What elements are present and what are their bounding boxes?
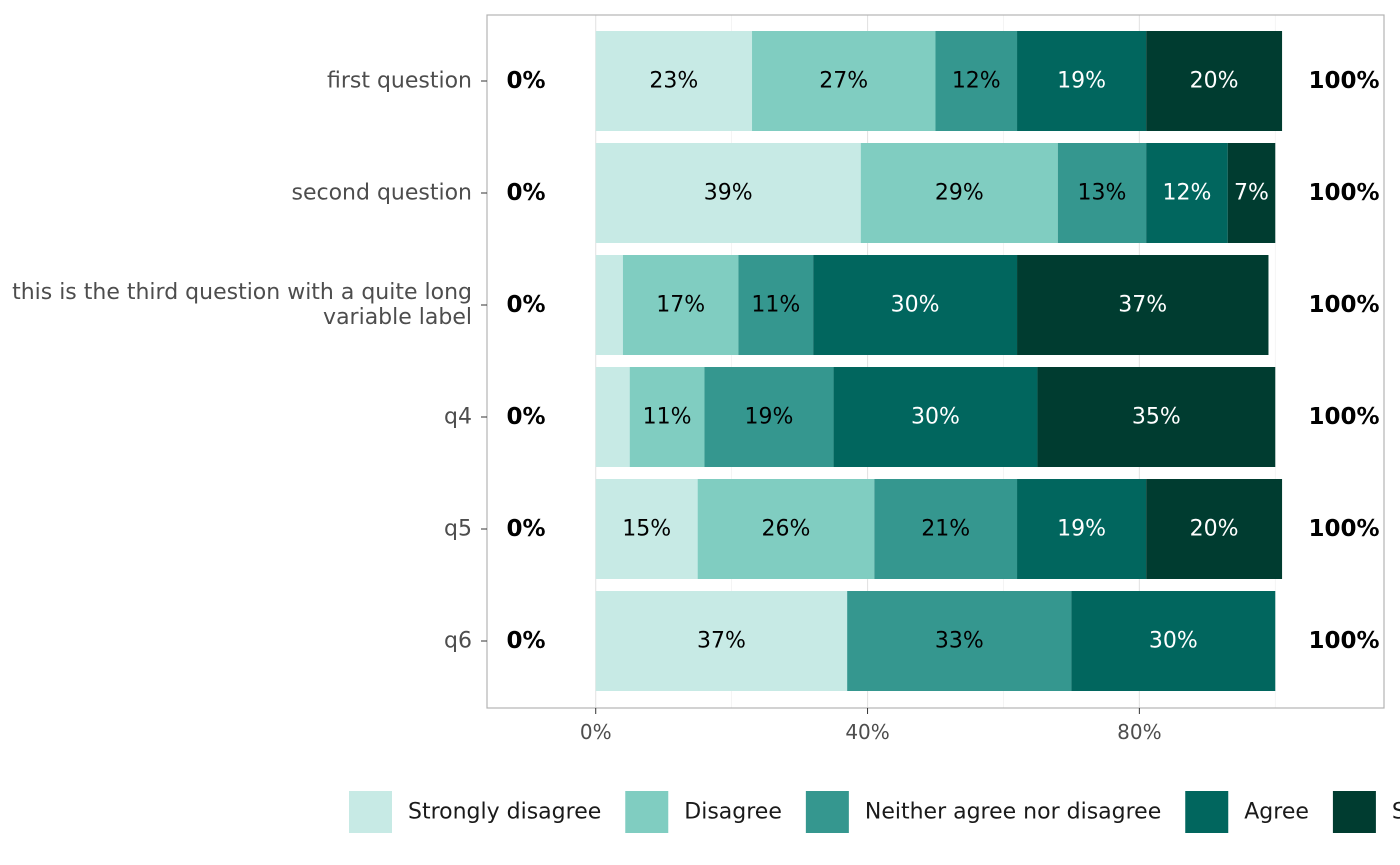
right-total-label: 100% [1308,628,1379,654]
legend: Strongly disagree Disagree Neither agree n… [349,791,1400,833]
legend-label: Strongly disagree [408,800,601,825]
bar-segment [1017,479,1147,579]
y-axis-label: q6 [444,629,472,654]
x-tick-label: 0% [580,720,612,744]
y-axis-label: this is the third question with a quite … [12,280,472,305]
bar-value-label: 26% [762,517,811,542]
bar-value-label: 19% [1057,517,1106,542]
total-labels: 0% 100% 0% 100% 0% 100% 0% 100% 0% 100% 0% 100% [506,68,1379,654]
left-total-label: 0% [506,628,545,654]
bar-segment [595,143,861,243]
bar-labels: 23% 27% 12% 19% 20% 39% 29% 13% 12% 7% 17% 11% 30% 37… [622,69,1269,654]
bar-value-label: 13% [1078,181,1127,206]
y-axis-label: second question [291,181,472,206]
bar-value-label: 17% [656,293,705,318]
bar-segment [847,591,1072,691]
bar-value-label: 12% [1162,181,1211,206]
bar-segment [1071,591,1276,691]
bar-segment [595,367,630,467]
bar-segment [1146,31,1283,131]
bar-value-label: 19% [1057,69,1106,94]
bar-segment [1037,367,1276,467]
right-total-label: 100% [1308,292,1379,318]
bar-segment [1146,479,1283,579]
bar-value-label: 23% [649,69,698,94]
bar-segment [738,255,814,355]
bar-segment [860,143,1058,243]
panel-border [486,14,1385,709]
legend-key [805,791,849,833]
bar-value-label: 35% [1132,405,1181,430]
right-total-label: 100% [1308,516,1379,542]
x-tick-label: 40% [845,720,889,744]
bar-value-label: 19% [745,405,794,430]
bars [595,31,1283,691]
left-total-label: 0% [506,516,545,542]
bar-segment [595,31,753,131]
bar-segment [1227,143,1276,243]
bar-segment [935,31,1018,131]
left-total-label: 0% [506,68,545,94]
bar-segment [697,479,875,579]
y-axis: first question second question this is the… [12,69,487,654]
bar-segment [629,367,705,467]
bar-value-label: 20% [1190,69,1239,94]
bar-value-label: 37% [1118,293,1167,318]
y-axis-label: variable label [323,305,472,330]
bar-value-label: 20% [1190,517,1239,542]
legend-label: Strongly agree [1392,800,1400,825]
bar-segment [1057,143,1147,243]
bar-value-label: 33% [935,629,984,654]
bar-segment [1017,255,1269,355]
bar-segment [874,479,1018,579]
bar-segment [1146,143,1228,243]
bar-segment [752,31,936,131]
bar-value-label: 11% [643,405,692,430]
bar-value-label: 30% [891,293,940,318]
legend-key [349,791,392,833]
bar-segment [595,479,698,579]
left-total-label: 0% [506,404,545,430]
bar-value-label: 12% [952,69,1001,94]
bar-value-label: 30% [911,405,960,430]
right-total-label: 100% [1308,404,1379,430]
legend-key [625,791,669,833]
bar-value-label: 39% [704,181,753,206]
bar-value-label: 30% [1149,629,1198,654]
legend-key [1185,791,1229,833]
bar-segment [1017,31,1147,131]
bar-value-label: 15% [622,517,671,542]
bar-value-label: 7% [1234,181,1269,206]
x-tick-label: 80% [1117,720,1161,744]
bar-segment [813,255,1018,355]
left-total-label: 0% [506,292,545,318]
legend-key [1332,791,1376,833]
legend-label: Neither agree nor disagree [865,800,1161,825]
legend-label: Disagree [684,800,782,825]
bar-value-label: 11% [751,293,800,318]
legend-label: Agree [1244,800,1309,825]
bar-value-label: 37% [697,629,746,654]
bar-segment [833,367,1038,467]
x-axis: 0% 40% 80% [580,708,1162,744]
right-total-label: 100% [1308,68,1379,94]
right-total-label: 100% [1308,180,1379,206]
y-axis-label: q5 [444,517,472,542]
bar-segment [622,255,739,355]
bar-segment [595,591,848,691]
bar-value-label: 21% [921,517,970,542]
bar-value-label: 29% [935,181,984,206]
bar-segment [704,367,834,467]
y-axis-label: first question [327,69,472,94]
bar-segment [595,255,623,355]
y-axis-label: q4 [444,405,472,430]
bar-value-label: 27% [819,69,868,94]
left-total-label: 0% [506,180,545,206]
